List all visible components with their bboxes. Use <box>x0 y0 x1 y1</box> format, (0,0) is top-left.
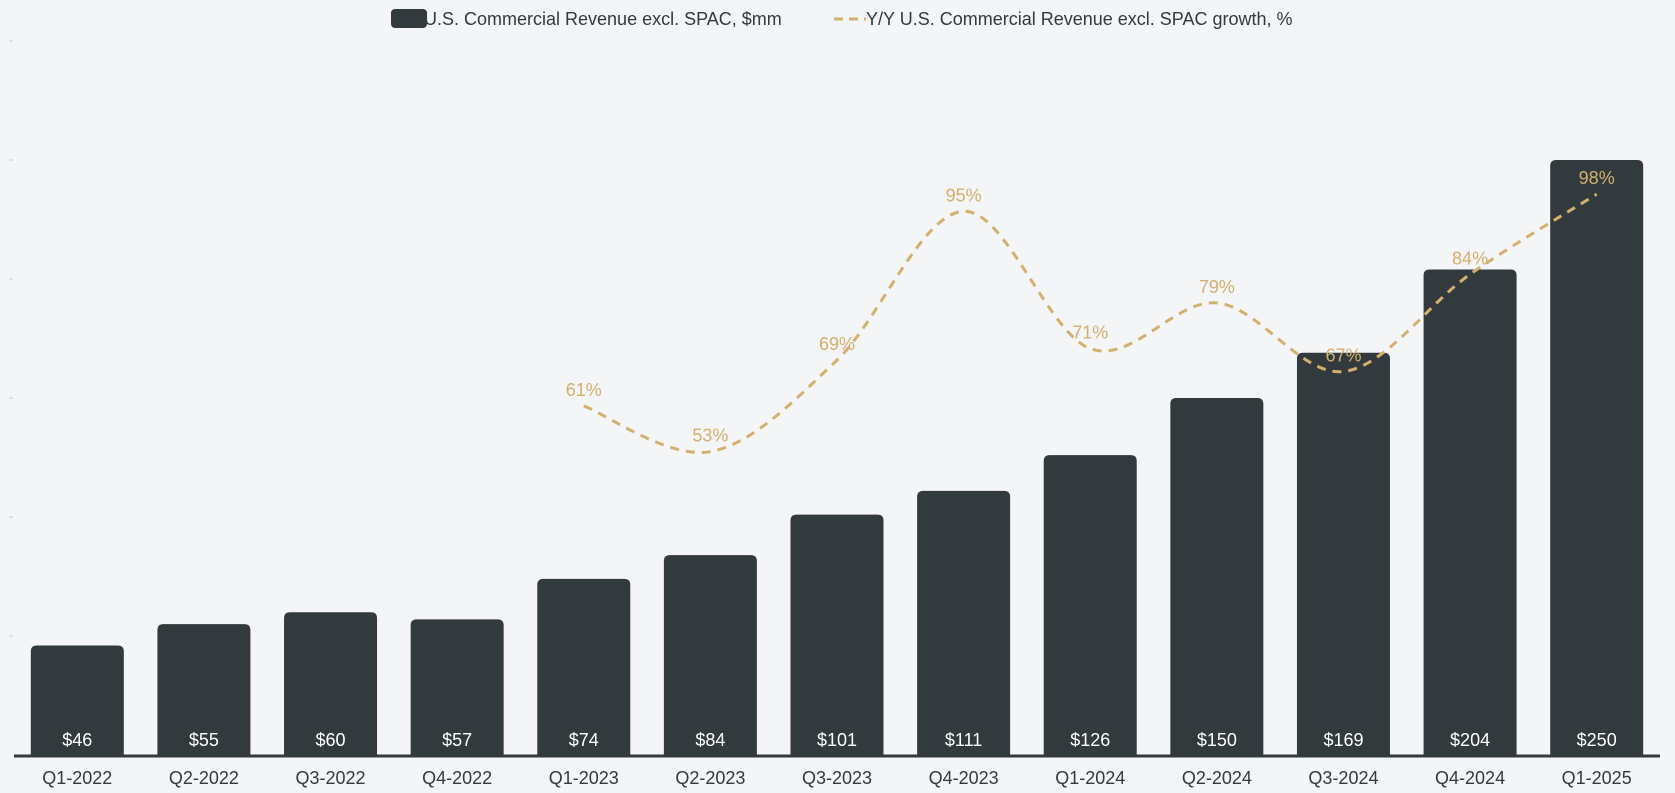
growth-value-label: 67% <box>1325 346 1361 366</box>
bar <box>1043 455 1137 755</box>
bar <box>1170 398 1264 755</box>
x-tick-label: Q2-2023 <box>675 768 745 788</box>
x-tick-label: Q3-2023 <box>802 768 872 788</box>
bar-value-label: $101 <box>817 730 857 750</box>
left-axis-ticks <box>9 40 13 637</box>
x-tick-label: Q4-2023 <box>929 768 999 788</box>
bar <box>790 514 884 755</box>
x-tick-label: Q4-2024 <box>1435 768 1505 788</box>
legend-bar-swatch <box>391 9 427 28</box>
bar-value-label: $55 <box>189 730 219 750</box>
legend: U.S. Commercial Revenue excl. SPAC, $mm … <box>391 9 1293 29</box>
bar-value-label: $74 <box>569 730 599 750</box>
x-tick-label: Q2-2022 <box>169 768 239 788</box>
growth-value-label: 98% <box>1579 168 1615 188</box>
bar-series <box>30 160 1644 755</box>
growth-value-label: 79% <box>1199 277 1235 297</box>
bar-value-label: $169 <box>1323 730 1363 750</box>
bar <box>663 555 757 755</box>
bar <box>1423 269 1517 755</box>
bar-value-labels: $46 $55 $60 $57 $74 $84 $101 $111 $126 $150 $169 $2… <box>62 730 1616 750</box>
x-tick-label: Q1-2022 <box>42 768 112 788</box>
x-tick-label: Q3-2022 <box>296 768 366 788</box>
bar <box>537 578 631 755</box>
growth-value-label: 69% <box>819 334 855 354</box>
x-tick-label: Q1-2024 <box>1055 768 1125 788</box>
x-tick-label: Q2-2024 <box>1182 768 1252 788</box>
bar <box>284 612 378 755</box>
bar-value-label: $150 <box>1197 730 1237 750</box>
bar <box>917 490 1011 755</box>
bar <box>1550 160 1644 755</box>
legend-line-label: Y/Y U.S. Commercial Revenue excl. SPAC g… <box>866 9 1293 29</box>
growth-value-label: 53% <box>692 426 728 446</box>
growth-value-label: 71% <box>1072 323 1108 343</box>
x-tick-label: Q1-2023 <box>549 768 619 788</box>
bar <box>30 645 124 755</box>
bar-value-label: $57 <box>442 730 472 750</box>
growth-value-label: 61% <box>566 380 602 400</box>
x-tick-label: Q1-2025 <box>1562 768 1632 788</box>
bar-value-label: $111 <box>945 730 982 750</box>
bar-value-label: $126 <box>1070 730 1110 750</box>
x-axis-tick-labels: Q1-2022 Q2-2022 Q3-2022 Q4-2022 Q1-2023 Q2-20… <box>42 768 1631 788</box>
bar <box>157 624 251 755</box>
x-tick-label: Q3-2024 <box>1308 768 1378 788</box>
x-tick-label: Q4-2022 <box>422 768 492 788</box>
bar-value-label: $60 <box>316 730 346 750</box>
growth-value-label: 84% <box>1452 248 1488 268</box>
growth-line <box>583 192 1598 455</box>
bar-value-label: $204 <box>1450 730 1490 750</box>
growth-value-labels: 61% 53% 69% 95% 71% 79% 67% 84% 98% <box>566 168 1615 446</box>
legend-bar-label: U.S. Commercial Revenue excl. SPAC, $mm <box>424 9 782 29</box>
bar <box>1296 352 1390 755</box>
bar <box>410 619 504 755</box>
growth-value-label: 95% <box>946 185 982 205</box>
bar-value-label: $250 <box>1577 730 1617 750</box>
bar-value-label: $46 <box>62 730 92 750</box>
bar-value-label: $84 <box>695 730 725 750</box>
